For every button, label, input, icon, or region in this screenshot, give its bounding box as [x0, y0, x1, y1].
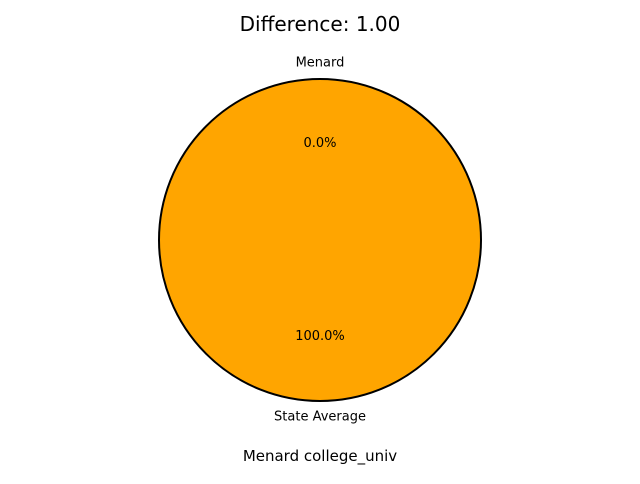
slice-pct-menard: 0.0%	[303, 136, 336, 151]
chart-title: Difference: 1.00	[240, 12, 401, 36]
pie-labels: Menard 0.0% State Average 100.0%	[274, 55, 366, 424]
x-axis-label: Menard college_univ	[243, 447, 397, 466]
pie-slice-state-average	[158, 78, 482, 402]
slice-label-menard: Menard	[296, 55, 345, 70]
slice-pct-state-average: 100.0%	[295, 329, 345, 344]
slice-label-state-average: State Average	[274, 410, 366, 425]
pie-slices	[158, 78, 482, 402]
